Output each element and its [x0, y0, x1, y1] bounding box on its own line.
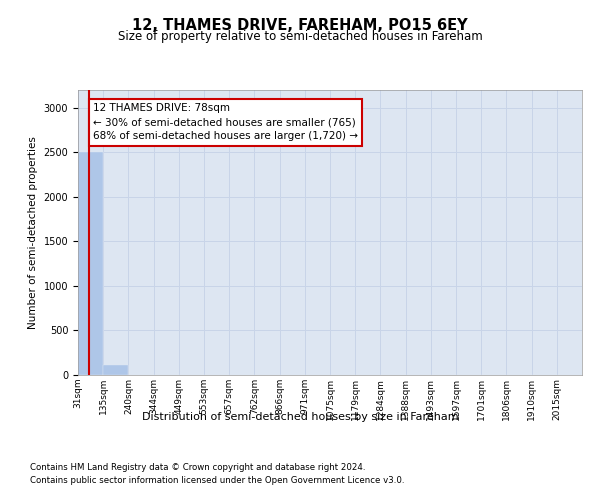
Bar: [103, 365, 128, 375]
Text: Distribution of semi-detached houses by size in Fareham: Distribution of semi-detached houses by …: [142, 412, 458, 422]
Text: Size of property relative to semi-detached houses in Fareham: Size of property relative to semi-detach…: [118, 30, 482, 43]
Text: 12 THAMES DRIVE: 78sqm
← 30% of semi-detached houses are smaller (765)
68% of se: 12 THAMES DRIVE: 78sqm ← 30% of semi-det…: [93, 104, 358, 142]
Y-axis label: Number of semi-detached properties: Number of semi-detached properties: [28, 136, 38, 329]
Text: Contains HM Land Registry data © Crown copyright and database right 2024.: Contains HM Land Registry data © Crown c…: [30, 462, 365, 471]
Text: Contains public sector information licensed under the Open Government Licence v3: Contains public sector information licen…: [30, 476, 404, 485]
Text: 12, THAMES DRIVE, FAREHAM, PO15 6EY: 12, THAMES DRIVE, FAREHAM, PO15 6EY: [132, 18, 468, 32]
Bar: [78, 152, 103, 375]
